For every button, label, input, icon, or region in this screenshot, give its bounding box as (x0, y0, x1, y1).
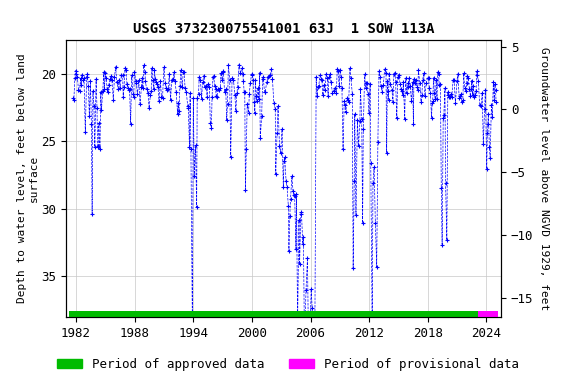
Title: USGS 373230075541001 63J  1 SOW 113A: USGS 373230075541001 63J 1 SOW 113A (133, 22, 434, 36)
Legend: Period of approved data, Period of provisional data: Period of approved data, Period of provi… (52, 353, 524, 376)
Y-axis label: Depth to water level, feet below land
surface: Depth to water level, feet below land su… (17, 54, 39, 303)
Y-axis label: Groundwater level above NGVD 1929, feet: Groundwater level above NGVD 1929, feet (539, 47, 549, 310)
